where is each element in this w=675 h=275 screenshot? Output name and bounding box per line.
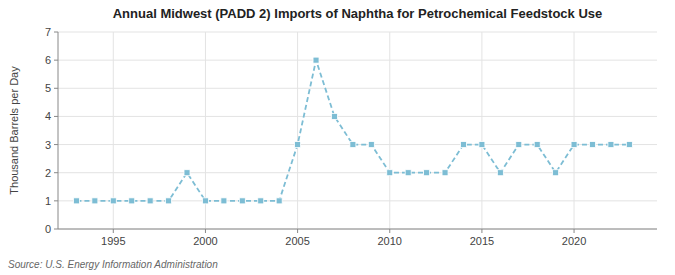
marker	[295, 142, 301, 148]
y-axis-line	[58, 32, 59, 229]
x-grid-line	[574, 32, 575, 229]
x-tick-label: 2005	[285, 235, 309, 247]
marker	[479, 142, 485, 148]
y-tick-label: 0	[45, 223, 51, 235]
y-tick-label: 3	[45, 139, 51, 151]
marker	[110, 198, 116, 204]
y-grid-line	[58, 229, 657, 230]
y-grid-line	[58, 116, 657, 117]
x-tick	[481, 229, 482, 233]
axes: 1995 2000 2005 2010 2015 2020 0 1 2 3 4 5 6 7	[45, 26, 586, 247]
x-tick	[297, 229, 298, 233]
source: Source: U.S. Energy Information Administ…	[8, 259, 218, 270]
marker	[73, 198, 79, 204]
marker	[405, 170, 411, 176]
marker	[147, 198, 153, 204]
marker	[92, 198, 98, 204]
marker	[516, 142, 522, 148]
marker	[202, 198, 208, 204]
y-grid-line	[58, 172, 657, 173]
y-tick	[54, 88, 58, 89]
y-tick	[54, 32, 58, 33]
title: Annual Midwest (PADD 2) Imports of Napht…	[113, 6, 603, 21]
marker	[129, 198, 135, 204]
x-tick-label: 2015	[470, 235, 494, 247]
chart-container: 1995 2000 2005 2010 2015 2020 0 1 2 3 4 5 6 7 Thousand…	[0, 0, 675, 275]
marker	[424, 170, 430, 176]
y-tick	[54, 229, 58, 230]
marker	[534, 142, 540, 148]
y-tick-label: 7	[45, 26, 51, 38]
marker	[350, 142, 356, 148]
y-grid-line	[58, 60, 657, 61]
y-tick-label: 1	[45, 195, 51, 207]
y-tick	[54, 172, 58, 173]
x-tick	[574, 229, 575, 233]
y-grid-line	[58, 88, 657, 89]
series	[73, 57, 632, 204]
marker	[368, 142, 374, 148]
marker	[276, 198, 282, 204]
x-grid-line	[389, 32, 390, 229]
marker	[387, 170, 393, 176]
x-tick-label: 2000	[193, 235, 217, 247]
y-tick-label: 6	[45, 54, 51, 66]
y-tick	[54, 60, 58, 61]
marker	[553, 170, 559, 176]
marker	[497, 170, 503, 176]
y-tick-label: 2	[45, 167, 51, 179]
x-tick-label: 2010	[378, 235, 402, 247]
x-tick-label: 1995	[101, 235, 125, 247]
x-tick-label: 2020	[562, 235, 586, 247]
x-tick	[205, 229, 206, 233]
y-tick	[54, 116, 58, 117]
y-axis-label: Thousand Barrels per Day	[8, 66, 20, 195]
line	[76, 60, 629, 201]
marker	[608, 142, 614, 148]
marker	[571, 142, 577, 148]
y-tick-label: 5	[45, 82, 51, 94]
marker	[221, 198, 227, 204]
y-tick	[54, 200, 58, 201]
marker	[258, 198, 264, 204]
marker	[239, 198, 245, 204]
marker	[442, 170, 448, 176]
x-axis-line	[58, 229, 657, 230]
chart: 1995 2000 2005 2010 2015 2020 0 1 2 3 4 5 6 7 Thousand…	[0, 0, 675, 275]
marker	[166, 198, 172, 204]
x-tick	[113, 229, 114, 233]
marker	[626, 142, 632, 148]
y-tick	[54, 144, 58, 145]
marker	[460, 142, 466, 148]
marker	[184, 170, 190, 176]
x-grid-line	[297, 32, 298, 229]
y-tick-label: 4	[45, 110, 51, 122]
y-grid-line	[58, 32, 657, 33]
marker	[313, 57, 319, 63]
x-tick	[389, 229, 390, 233]
x-grid-line	[481, 32, 482, 229]
grid	[58, 32, 657, 229]
marker	[331, 113, 337, 119]
marker	[589, 142, 595, 148]
